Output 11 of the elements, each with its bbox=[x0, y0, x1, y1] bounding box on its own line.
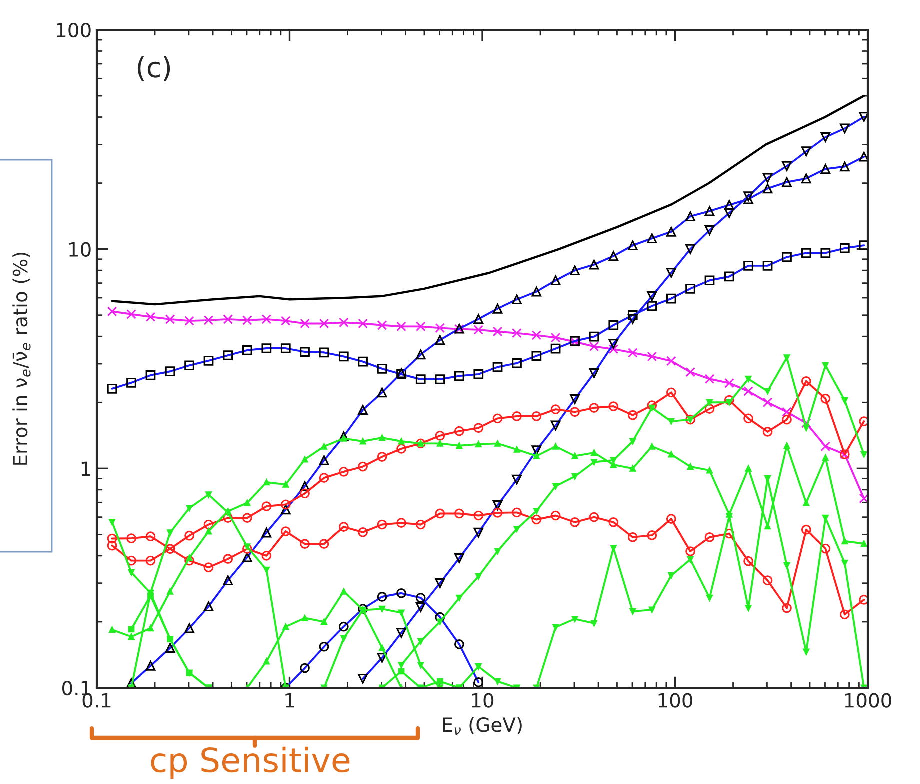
x-tick-label: 10 bbox=[472, 693, 494, 708]
text: cp Sensitive bbox=[151, 746, 350, 780]
x-axis-title: E$_{ν}$ (GeV) bbox=[443, 717, 522, 736]
y-tick-label: 10 bbox=[70, 242, 91, 257]
x-tick-label: 100 bbox=[658, 693, 693, 708]
x-tick-label: 1 bbox=[286, 693, 294, 708]
y-tick-label: 1 bbox=[82, 462, 90, 476]
y-axis-title: Error in ν$_{e}$/ν̄$_{e}$ ratio (%) bbox=[12, 252, 31, 465]
annotation: (c) bbox=[138, 56, 170, 82]
x-tick-label: 1000 bbox=[845, 693, 892, 708]
y-tick-label: 100 bbox=[57, 22, 91, 38]
